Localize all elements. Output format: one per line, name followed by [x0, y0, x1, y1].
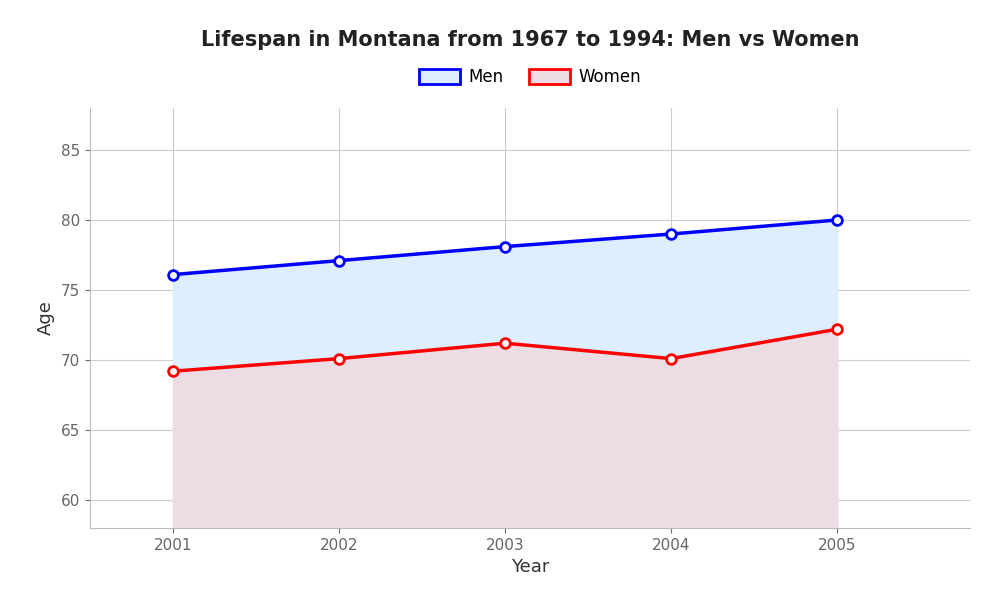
Title: Lifespan in Montana from 1967 to 1994: Men vs Women: Lifespan in Montana from 1967 to 1994: M… [201, 29, 859, 49]
X-axis label: Year: Year [511, 558, 549, 576]
Y-axis label: Age: Age [37, 301, 55, 335]
Legend: Men, Women: Men, Women [412, 62, 648, 93]
